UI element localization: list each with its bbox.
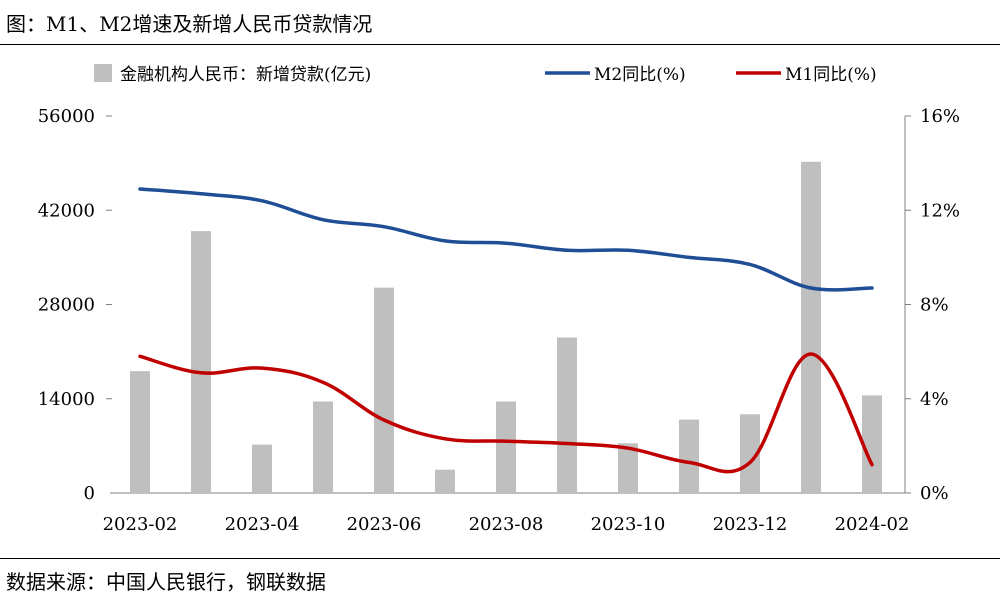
x-tick-label: 2023-08	[469, 514, 544, 535]
bar	[435, 469, 455, 493]
chart-title: 图：M1、M2增速及新增人民币贷款情况	[6, 12, 373, 36]
series-line-m2	[138, 187, 874, 292]
y-right-tick-label: 4%	[920, 389, 949, 410]
bar	[374, 287, 394, 493]
axes: 56000 42000 28000 14000 0 16% 12% 8% 4% 0% 2023-02…	[38, 106, 960, 535]
bar	[496, 401, 516, 493]
bar	[252, 444, 272, 493]
series-line-m1	[138, 352, 874, 474]
x-tick-label: 2023-10	[591, 514, 666, 535]
y-left-tick-label: 56000	[38, 106, 95, 127]
y-left-tick-label: 28000	[38, 295, 95, 316]
bar	[191, 231, 211, 494]
x-tick-label: 2023-12	[713, 514, 788, 535]
legend-label-m2: M2同比(%)	[594, 65, 686, 85]
x-tick-label: 2023-04	[225, 514, 300, 535]
bar	[740, 414, 760, 493]
legend-swatch-bar	[94, 64, 112, 82]
x-tick-label: 2023-06	[347, 514, 422, 535]
x-tick-label: 2024-02	[835, 514, 910, 535]
bottom-rule	[0, 558, 1000, 559]
y-left-tick-label: 0	[84, 483, 95, 504]
bar	[130, 371, 150, 493]
y-right-tick-label: 16%	[920, 106, 960, 127]
y-right-tick-label: 8%	[920, 295, 949, 316]
y-left-tick-label: 42000	[38, 200, 95, 221]
bar	[313, 401, 333, 493]
legend-label-m1: M1同比(%)	[785, 65, 877, 85]
bar	[557, 337, 577, 493]
source-note: 数据来源：中国人民银行，钢联数据	[6, 570, 326, 594]
bar	[862, 395, 882, 493]
y-right-tick-label: 0%	[920, 483, 949, 504]
top-rule	[0, 44, 1000, 45]
y-left-tick-label: 14000	[38, 389, 95, 410]
bars-layer	[130, 161, 882, 494]
x-tick-label: 2023-02	[103, 514, 178, 535]
lines-layer	[138, 187, 874, 474]
bar	[679, 419, 699, 493]
bar	[618, 443, 638, 493]
y-right-tick-label: 12%	[920, 200, 960, 221]
legend-label-bar: 金融机构人民币：新增贷款(亿元)	[120, 65, 371, 85]
legend: 金融机构人民币：新增贷款(亿元) M2同比(%) M1同比(%)	[94, 64, 877, 85]
bar	[801, 161, 821, 493]
